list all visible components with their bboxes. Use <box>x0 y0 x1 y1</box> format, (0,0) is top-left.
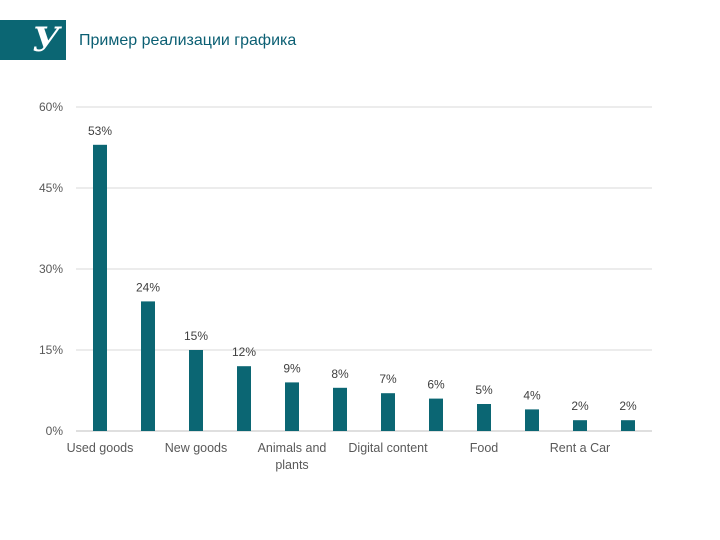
y-tick-label-30: 30% <box>39 262 63 276</box>
data-label-8: 6% <box>427 378 445 392</box>
bar-3 <box>189 350 203 431</box>
logo-background <box>0 20 66 60</box>
y-tick-label-15: 15% <box>39 343 63 357</box>
bar-2 <box>141 301 155 431</box>
bar-8 <box>429 398 443 431</box>
data-label-9: 5% <box>475 383 493 397</box>
logo-letter: У <box>32 20 62 60</box>
page-title: Пример реализации графика <box>79 32 297 49</box>
data-label-12: 2% <box>619 399 637 413</box>
bar-9 <box>477 404 491 431</box>
y-tick-label-0: 0% <box>46 424 64 438</box>
bar-6 <box>333 387 347 431</box>
data-label-11: 2% <box>571 399 589 413</box>
data-label-6: 8% <box>331 367 349 381</box>
bar-12 <box>621 420 635 431</box>
x-category-label-5: Animals and plants <box>258 441 327 472</box>
x-category-label-7: Digital content <box>348 441 428 455</box>
bar-10 <box>525 409 539 431</box>
company-logo: У <box>0 20 66 60</box>
bar-11 <box>573 420 587 431</box>
y-tick-label-45: 45% <box>39 181 63 195</box>
data-label-10: 4% <box>523 388 541 402</box>
data-label-1: 53% <box>88 124 112 138</box>
bar-4 <box>237 366 251 431</box>
y-tick-label-60: 60% <box>39 100 63 114</box>
data-label-3: 15% <box>184 329 208 343</box>
x-category-label-9: Food <box>470 441 499 455</box>
data-label-5: 9% <box>283 361 301 375</box>
x-category-label-3: New goods <box>165 441 228 455</box>
data-label-2: 24% <box>136 280 160 294</box>
data-label-4: 12% <box>232 345 256 359</box>
data-label-7: 7% <box>379 372 397 386</box>
bar-7 <box>381 393 395 431</box>
x-category-label-11: Rent a Car <box>550 441 610 455</box>
bar-1 <box>93 144 107 432</box>
bar-5 <box>285 382 299 431</box>
x-category-label-1: Used goods <box>67 441 134 455</box>
